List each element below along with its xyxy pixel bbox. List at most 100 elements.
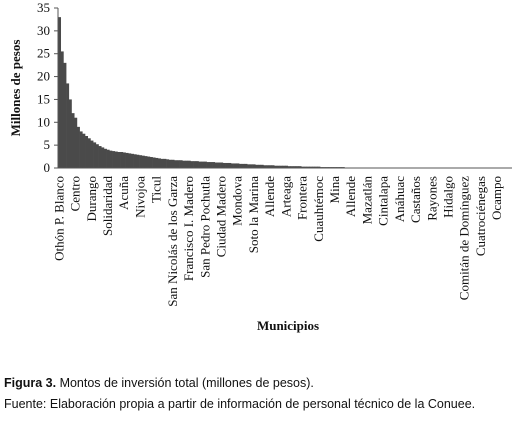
bar: [93, 142, 97, 168]
bar: [271, 165, 275, 168]
bar: [125, 152, 129, 168]
y-tick-label: 15: [37, 91, 50, 106]
y-tick-label: 20: [37, 69, 50, 84]
bar: [293, 166, 297, 168]
x-tick-label: San Pedro Pochutla: [197, 176, 212, 278]
bar: [63, 62, 67, 168]
bar: [179, 160, 183, 168]
chart: Millones de pesos Municipios 0 5 10 15 20 25 3…: [8, 0, 512, 333]
bar: [287, 166, 291, 168]
x-tick-label: Ocampo: [489, 176, 504, 220]
bar: [157, 158, 161, 168]
bar: [236, 163, 240, 168]
bar: [136, 154, 140, 168]
x-tick-label: Frontera: [295, 176, 310, 220]
bar: [112, 151, 116, 168]
y-tick-label: 35: [37, 0, 50, 15]
bar: [244, 163, 248, 168]
x-tick-label: Soto la Marina: [246, 176, 261, 253]
bar: [66, 83, 70, 168]
x-tick-label: Mina: [327, 176, 342, 204]
bar: [306, 166, 310, 168]
bar: [249, 164, 253, 168]
bar: [222, 162, 226, 168]
bar: [182, 160, 186, 168]
x-tick-label: Cintalapa: [376, 176, 391, 226]
bar: [241, 163, 245, 168]
bar: [225, 162, 229, 168]
y-tick-label: 0: [44, 160, 51, 175]
bar: [85, 136, 89, 168]
y-tick-label: 25: [37, 46, 50, 61]
y-tick-label: 5: [44, 137, 51, 152]
bar: [190, 161, 194, 168]
bar: [201, 161, 205, 168]
bar: [187, 160, 191, 168]
bar: [209, 162, 213, 168]
bar: [285, 165, 289, 168]
x-tick-label: Acuña: [116, 176, 131, 210]
bar: [90, 140, 94, 168]
y-axis-label: Millones de pesos: [8, 40, 23, 137]
bar: [133, 154, 137, 168]
bar: [263, 165, 267, 168]
x-tick-label: Anáhuac: [392, 176, 407, 222]
bar: [101, 147, 105, 168]
figure-number: Figura 3.: [4, 376, 57, 390]
bar: [274, 165, 278, 168]
bar: [98, 146, 102, 168]
bar: [166, 159, 170, 168]
bar: [303, 166, 307, 168]
bar: [268, 165, 272, 168]
caption: Figura 3. Montos de inversión total (mil…: [4, 376, 314, 390]
bar: [290, 166, 294, 168]
bar: [109, 150, 113, 168]
bar: [71, 113, 75, 168]
x-tick-label: Comitán de Domínguez: [457, 176, 472, 300]
bar: [212, 162, 216, 168]
x-tick-label: Ticul: [149, 176, 164, 203]
bar: [149, 157, 153, 168]
bar: [122, 152, 126, 168]
bar: [141, 155, 145, 168]
x-tick-label: Rayones: [424, 176, 439, 221]
x-tick-label: Othón P. Blanco: [51, 176, 66, 261]
bar: [220, 162, 224, 168]
x-tick-label: Solidaridad: [100, 176, 115, 236]
bar: [144, 156, 148, 168]
bar: [279, 165, 283, 168]
x-tick-label: Cuauhtémoc: [311, 176, 326, 242]
bar: [295, 166, 299, 168]
bar: [233, 163, 237, 168]
bar: [79, 131, 83, 168]
x-axis-label: Municipios: [257, 318, 319, 333]
bar: [147, 156, 151, 168]
bar: [301, 166, 305, 168]
bar: [206, 162, 210, 168]
y-tick-label: 10: [37, 114, 50, 129]
x-tick-label: Allende: [343, 176, 358, 217]
bar: [103, 148, 107, 168]
x-tick-label: Mondova: [230, 176, 245, 226]
bar: [314, 166, 318, 168]
x-tick-label: Nivojoa: [132, 176, 147, 218]
bar: [203, 161, 207, 168]
x-tick-label: Durango: [84, 176, 99, 222]
bar: [214, 162, 218, 168]
bar: [82, 133, 86, 168]
bar: [252, 164, 256, 168]
bar: [230, 163, 234, 168]
x-tick-label: Cuatrociénegas: [473, 176, 488, 256]
bar: [247, 164, 251, 168]
bar: [163, 158, 167, 168]
bar: [174, 160, 178, 168]
y-tick-label: 30: [37, 23, 50, 38]
bar: [198, 161, 202, 168]
x-tick-label: Ciudad Madero: [213, 176, 228, 257]
bar: [139, 155, 143, 168]
bar: [106, 149, 110, 168]
x-tick-label: Francisco I. Madero: [181, 176, 196, 281]
bar: [260, 164, 264, 168]
bar: [312, 166, 316, 168]
bar: [257, 164, 261, 168]
